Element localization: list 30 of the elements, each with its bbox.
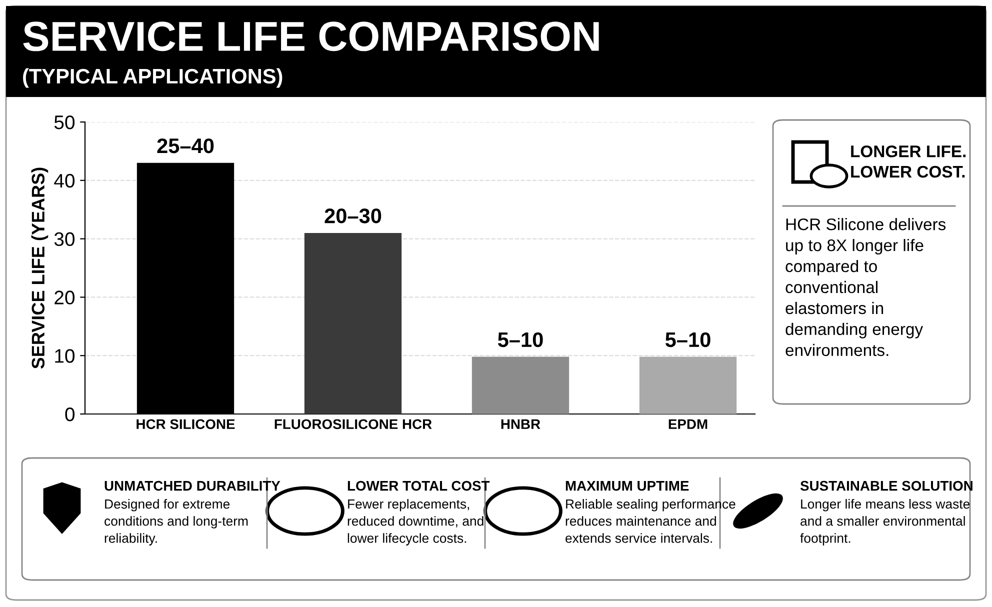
bar (472, 356, 570, 414)
text: SUSTAINABLE SOLUTION (800, 480, 972, 491)
text: Fewer replacements, reduced downtime, and lower lifecycle costs. (348, 499, 484, 546)
chart-subtitle: (TYPICAL APPLICATIONS) (23, 68, 282, 88)
y-tick-label: 0 (65, 407, 75, 422)
text: LONGER LIFE. LOWER COST. (851, 145, 966, 178)
y-tick-label: 50 (54, 115, 75, 130)
x-tick-label: HCR SILICONE (136, 419, 235, 430)
text: UNMATCHED DURABILITY (104, 480, 280, 491)
text: MAXIMUM UPTIME (566, 481, 689, 491)
x-tick-label: HNBR (501, 419, 540, 429)
bar (639, 356, 737, 414)
text: Designed for extreme conditions and long-term reliability. (104, 499, 248, 546)
y-tick-label: 20 (54, 290, 75, 304)
data-label: 5–10 (498, 332, 543, 348)
y-tick-label: 40 (54, 174, 75, 188)
text: Longer life means less waste and a smaller environmental footprint. (800, 499, 970, 546)
text: HCR Silicone delivers up to 8X longer life compared to conventional elastomers in demanding energy environments. (786, 218, 946, 356)
text: Reliable sealing performance reduces maintenance and extends service intervals. (566, 499, 736, 543)
y-tick-label: 10 (55, 349, 75, 363)
data-label: 5–10 (665, 332, 710, 348)
data-label: 20–30 (324, 208, 382, 224)
x-tick-label: FLUOROSILICONE HCR (274, 419, 432, 430)
x-tick-label: EPDM (668, 419, 708, 429)
chart-title: SERVICE LIFE COMPARISON (23, 22, 599, 52)
y-axis-title: SERVICE LIFE (YEARS) (31, 168, 48, 369)
y-tick-label: 30 (54, 232, 75, 246)
bar (304, 232, 402, 414)
data-label: 25–40 (157, 138, 214, 154)
text: LOWER TOTAL COST (348, 480, 490, 491)
